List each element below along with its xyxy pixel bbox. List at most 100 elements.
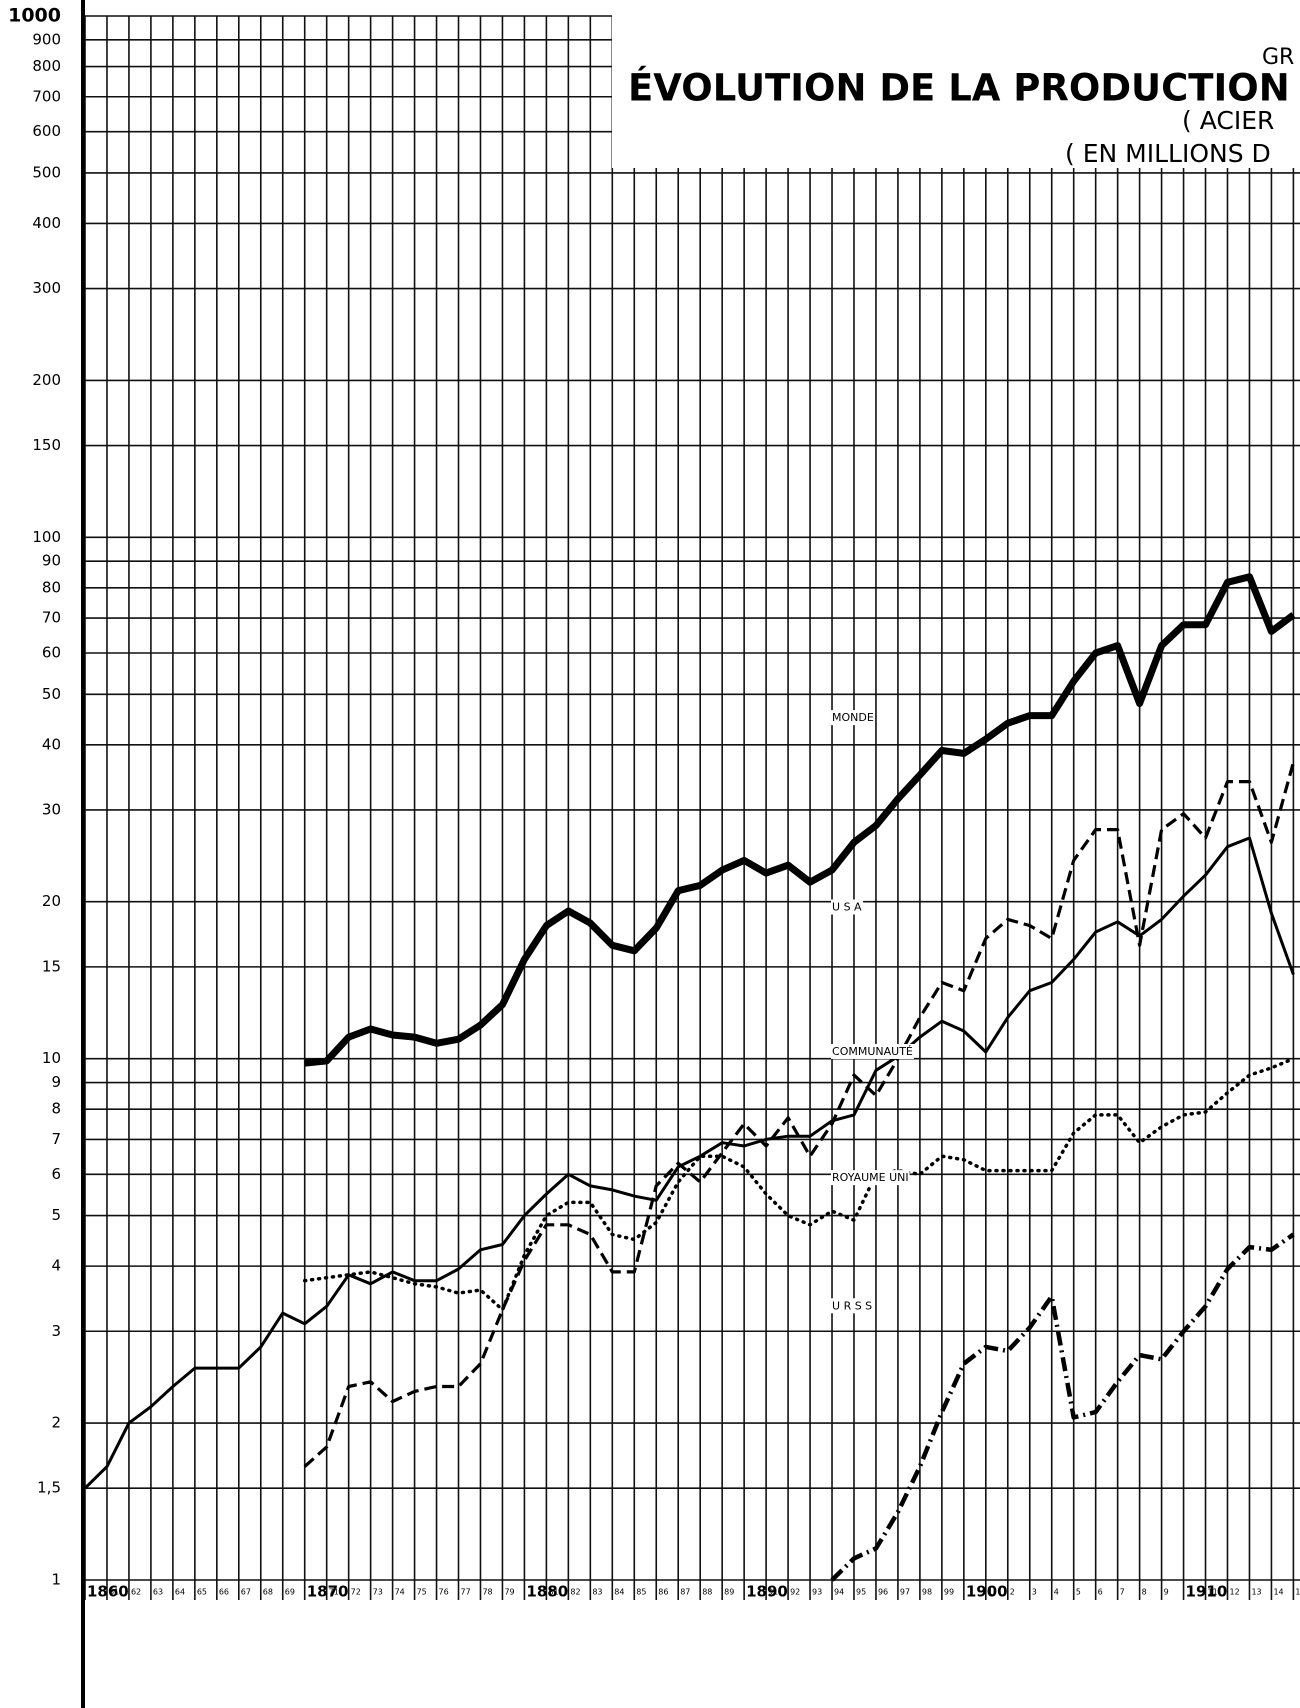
y-tick-label: 6 bbox=[51, 1165, 61, 1183]
unit-note: ( EN MILLIONS D bbox=[1065, 139, 1271, 168]
y-tick-label: 500 bbox=[32, 163, 61, 181]
chart-subtitle: ( ACIER bbox=[1182, 106, 1274, 135]
series-line bbox=[83, 836, 1295, 1490]
x-tick-label: 79 bbox=[504, 1588, 514, 1597]
x-tick-label: 61 bbox=[109, 1588, 119, 1597]
y-tick-label: 900 bbox=[32, 30, 61, 48]
x-tick-label: 93 bbox=[812, 1588, 822, 1597]
x-tick-label: 6 bbox=[1098, 1588, 1103, 1597]
x-tick-label: 82 bbox=[570, 1588, 580, 1597]
y-tick-label: 1000 bbox=[8, 5, 61, 27]
y-tick-label: 700 bbox=[32, 87, 61, 105]
title-top: GR bbox=[1262, 45, 1294, 70]
y-tick-label: 9 bbox=[51, 1073, 61, 1091]
x-tick-label: 65 bbox=[197, 1588, 207, 1597]
lines bbox=[83, 573, 1296, 1582]
x-tick-label: 15 bbox=[1295, 1588, 1300, 1597]
x-tick-label: 1910 bbox=[1186, 1583, 1228, 1601]
y-tick-label: 4 bbox=[51, 1257, 61, 1275]
label-bg bbox=[831, 899, 864, 915]
y-tick-label: 150 bbox=[32, 436, 61, 454]
y-tick-label: 15 bbox=[42, 957, 61, 975]
x-tick-label: 94 bbox=[834, 1588, 844, 1597]
series-label: U S A bbox=[832, 900, 862, 913]
x-tick-label: 92 bbox=[790, 1588, 800, 1597]
x-tick-label: 85 bbox=[636, 1588, 646, 1597]
x-tick-label: 84 bbox=[614, 1588, 624, 1597]
x-tick-label: 83 bbox=[592, 1588, 602, 1597]
x-tick-label: 63 bbox=[153, 1588, 163, 1597]
x-tick-label: 3 bbox=[1032, 1588, 1037, 1597]
y-tick-label: 40 bbox=[42, 735, 61, 753]
y-tick-label: 100 bbox=[32, 528, 61, 546]
series-label: COMMUNAUTÉ bbox=[832, 1045, 913, 1058]
x-tick-label: 96 bbox=[878, 1588, 888, 1597]
series-label: MONDE bbox=[832, 711, 874, 724]
x-tick-label: 1900 bbox=[966, 1583, 1008, 1601]
y-tick-label: 600 bbox=[32, 122, 61, 140]
x-tick-label: 1890 bbox=[746, 1583, 788, 1601]
y-tick-label: 2 bbox=[51, 1414, 61, 1432]
x-tick-label: 98 bbox=[922, 1588, 932, 1597]
x-tick-label: 5 bbox=[1076, 1588, 1081, 1597]
series-label: ROYAUME UNI bbox=[832, 1171, 909, 1184]
series-line bbox=[303, 761, 1295, 1468]
x-tick-label: 13 bbox=[1251, 1588, 1261, 1597]
x-tick-label: 62 bbox=[131, 1588, 141, 1597]
y-tick-label: 1 bbox=[51, 1571, 61, 1589]
y-tick-label: 300 bbox=[32, 279, 61, 297]
x-tick-label: 1870 bbox=[307, 1583, 349, 1601]
y-tick-label: 60 bbox=[42, 643, 61, 661]
x-tick-label: 9 bbox=[1164, 1588, 1169, 1597]
series-line bbox=[304, 573, 1296, 1067]
x-tick-label: 81 bbox=[548, 1588, 558, 1597]
y-tick-label: 200 bbox=[32, 371, 61, 389]
x-tick-label: 8 bbox=[1142, 1588, 1147, 1597]
y-tick-label: 400 bbox=[32, 214, 61, 232]
x-tick-label: 11 bbox=[1208, 1588, 1218, 1597]
y-tick-label: 8 bbox=[51, 1100, 61, 1118]
x-tick-label: 99 bbox=[944, 1588, 954, 1597]
x-tick-label: 97 bbox=[900, 1588, 910, 1597]
x-tick-label: 69 bbox=[285, 1588, 295, 1597]
y-tick-label: 90 bbox=[42, 552, 61, 570]
x-tick-label: 76 bbox=[439, 1588, 449, 1597]
y-tick-label: 80 bbox=[42, 578, 61, 596]
labels: 11,5234567891015203040506070809010015020… bbox=[8, 5, 1300, 1601]
y-tick-label: 30 bbox=[42, 800, 61, 818]
series-label: U R S S bbox=[832, 1299, 872, 1312]
x-tick-label: 14 bbox=[1273, 1588, 1283, 1597]
x-tick-label: 95 bbox=[856, 1588, 866, 1597]
y-tick-label: 10 bbox=[42, 1049, 61, 1067]
x-tick-label: 74 bbox=[395, 1588, 405, 1597]
label-bg bbox=[831, 1298, 874, 1314]
y-tick-label: 800 bbox=[32, 57, 61, 75]
x-tick-label: 89 bbox=[724, 1588, 734, 1597]
grid bbox=[81, 0, 1300, 1708]
x-tick-label: 2 bbox=[1010, 1588, 1015, 1597]
series-line bbox=[302, 1056, 1296, 1312]
x-tick-label: 73 bbox=[373, 1588, 383, 1597]
y-tick-label: 3 bbox=[51, 1322, 61, 1340]
x-tick-label: 64 bbox=[175, 1588, 185, 1597]
x-tick-label: 12 bbox=[1229, 1588, 1239, 1597]
label-bg bbox=[831, 1043, 914, 1059]
y-tick-label: 20 bbox=[42, 892, 61, 910]
x-tick-label: 1 bbox=[988, 1588, 993, 1597]
y-tick-label: 1,5 bbox=[37, 1479, 61, 1497]
x-tick-label: 77 bbox=[461, 1588, 471, 1597]
y-tick-label: 70 bbox=[42, 609, 61, 627]
x-tick-label: 91 bbox=[768, 1588, 778, 1597]
x-tick-label: 4 bbox=[1054, 1588, 1059, 1597]
x-tick-label: 78 bbox=[482, 1588, 492, 1597]
x-tick-label: 66 bbox=[219, 1588, 229, 1597]
x-tick-label: 72 bbox=[351, 1588, 361, 1597]
y-tick-label: 7 bbox=[51, 1130, 61, 1148]
x-tick-label: 75 bbox=[417, 1588, 427, 1597]
x-tick-label: 1880 bbox=[526, 1583, 568, 1601]
x-tick-label: 88 bbox=[702, 1588, 712, 1597]
x-tick-label: 67 bbox=[241, 1588, 251, 1597]
x-tick-label: 68 bbox=[263, 1588, 273, 1597]
